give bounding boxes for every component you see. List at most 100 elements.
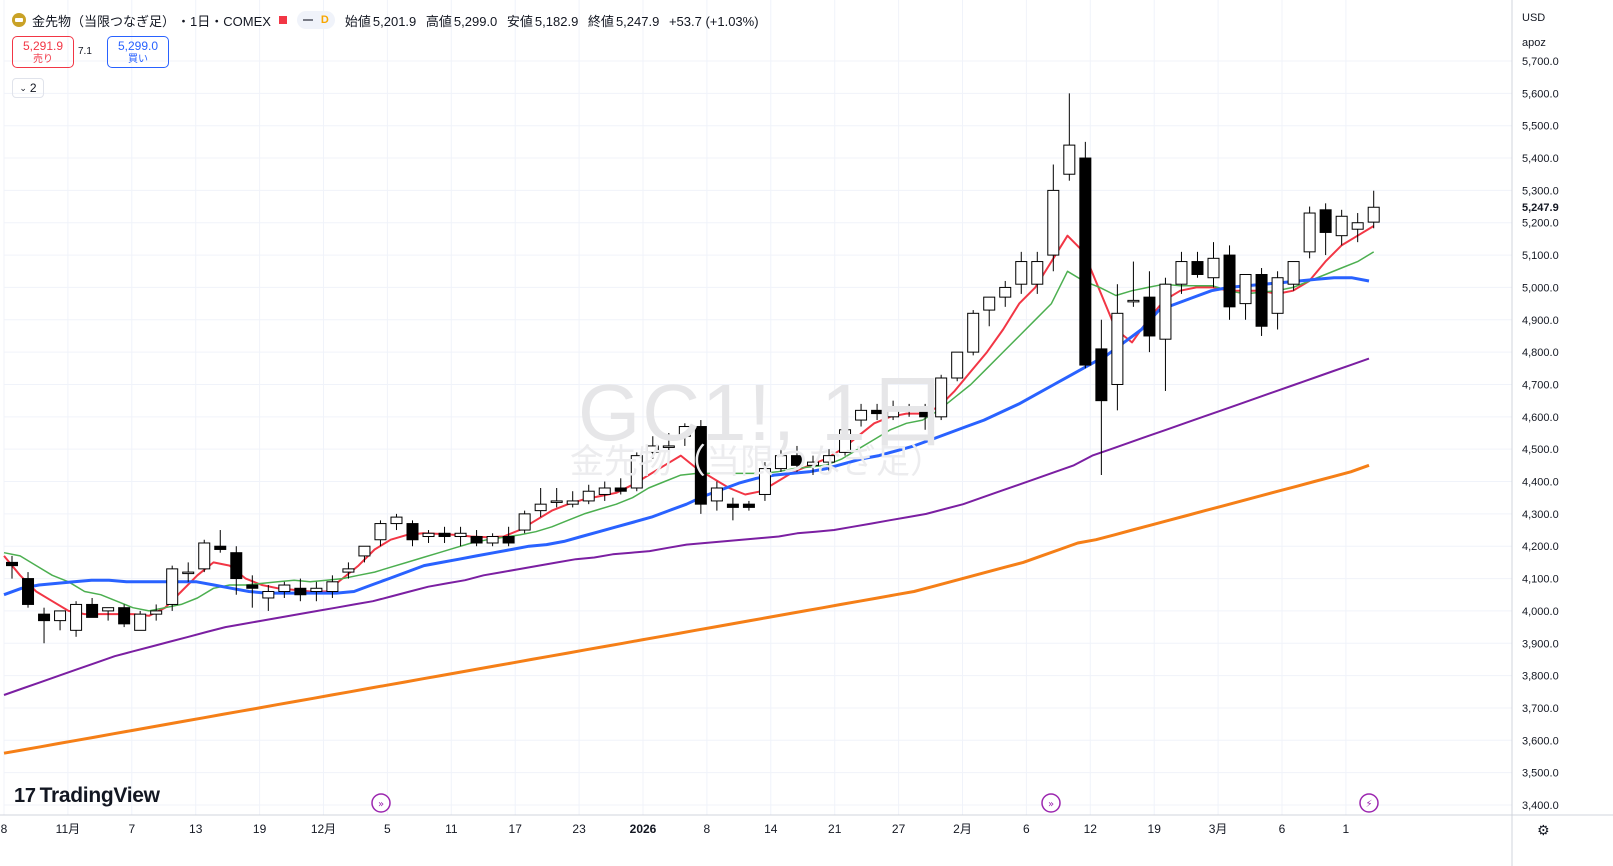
candle-body [214,545,227,550]
candle-body [150,610,163,615]
sell-button[interactable]: 5,291.9 売り [12,36,74,68]
price-tick-label: 4,500.0 [1522,444,1559,456]
candle [678,423,691,446]
candle-body [438,532,451,538]
gear-icon[interactable]: ⚙ [1537,822,1550,838]
candle [855,403,868,427]
candle-body [662,445,675,448]
candle [598,481,611,501]
candle-body [198,542,211,570]
indicators-count: 2 [29,81,37,95]
spread-value: 7.1 [78,46,92,57]
candle-body [246,584,259,589]
change-value: +53.7 (+1.03%) [668,13,759,29]
candle [1175,251,1188,294]
time-tick-label: 27 [892,822,906,836]
price-tick-label: 4,800.0 [1522,347,1559,359]
candle [454,526,467,547]
candle-body [1319,209,1332,233]
low-value: 5,182.9 [534,13,579,29]
buy-button[interactable]: 5,299.0 買い [107,36,169,68]
candle [951,351,964,382]
candle [214,530,227,553]
candle-body [6,561,18,567]
last-price-marker: 5,247.9 [1513,199,1565,216]
candle [726,497,739,521]
price-axis[interactable]: 3,400.0 3,500.0 3,600.0 3,700.0 3,800.0 3,900… [1522,56,1559,812]
candle [662,433,675,453]
candle-body [758,468,771,495]
candle [758,462,771,501]
candle [919,403,932,430]
candle [262,585,275,611]
lightning-circle-icon[interactable]: ⚡ [1359,793,1379,813]
candle [166,565,179,611]
interval-pill[interactable]: D [296,11,335,29]
candle-body [1031,261,1044,285]
candle [566,491,579,508]
candle-body [598,487,611,495]
forward-circle-icon[interactable]: » [371,793,391,813]
candle-body [38,613,51,622]
close-label: 終値 [587,13,614,29]
tradingview-logo[interactable]: 17 TradingView [14,784,160,808]
forward-circle-icon[interactable]: » [1041,793,1061,813]
candle [118,604,131,628]
candle-body [230,552,243,580]
candle [790,445,803,472]
minus-icon [302,19,313,21]
symbol-name[interactable]: 金先物（当限つなぎ足） [32,13,176,29]
candle [22,572,35,608]
price-tick-label: 5,200.0 [1522,218,1559,230]
candle [1271,271,1284,330]
indicators-toggle[interactable]: ⌄ 2 [12,78,44,98]
candle-body [614,487,627,492]
time-tick-label: 2026 [630,822,657,836]
candle-body [678,426,691,437]
time-tick-label: 1 [1343,822,1350,836]
candle-body [790,455,803,466]
candle [694,420,707,514]
price-tick-label: 4,600.0 [1522,412,1559,424]
candle-body [807,461,819,466]
price-tick-label: 5,400.0 [1522,153,1559,165]
time-tick-label: 5 [384,822,391,836]
candle-body [262,591,275,599]
market-status-icon[interactable] [278,16,287,24]
time-axis[interactable]: 8 11月 7 13 19 12月 5 11 17 23 2026 8 14 21 27 2月 6 12 19 3月 6… [1,822,1350,836]
candle [278,581,291,598]
price-tick-label: 3,500.0 [1522,768,1559,780]
candle-body [534,503,547,512]
candle-body [823,455,836,463]
candle [358,545,371,563]
interval-exchange[interactable]: ・1日・COMEX [177,13,271,29]
buy-price: 5,299.0 [117,39,159,53]
candle [150,604,163,621]
candle [614,478,627,495]
candle [310,581,323,602]
candle-body [694,426,707,505]
candle [6,555,18,579]
candle-body [1079,157,1092,366]
candle-body [1303,212,1316,253]
currency-selector[interactable]: USD [1522,12,1546,24]
candle [774,449,787,472]
candle [86,597,99,618]
time-tick-label: 13 [189,822,203,836]
candle-body [935,377,948,418]
candle-body [326,581,339,593]
candle-body [1127,299,1140,303]
candle [839,403,852,456]
candle-body [518,513,531,531]
candle-body [1159,283,1172,340]
candle [502,526,515,547]
watermark-title: GC1!, 1日 [578,368,950,457]
scale-mode-label[interactable]: apoz [1522,37,1546,49]
candle-body [983,296,996,311]
candle-body [1015,261,1028,285]
candle-body [1255,273,1268,327]
price-tick-label: 5,500.0 [1522,121,1559,133]
candle [1031,251,1044,294]
candle [374,520,387,547]
